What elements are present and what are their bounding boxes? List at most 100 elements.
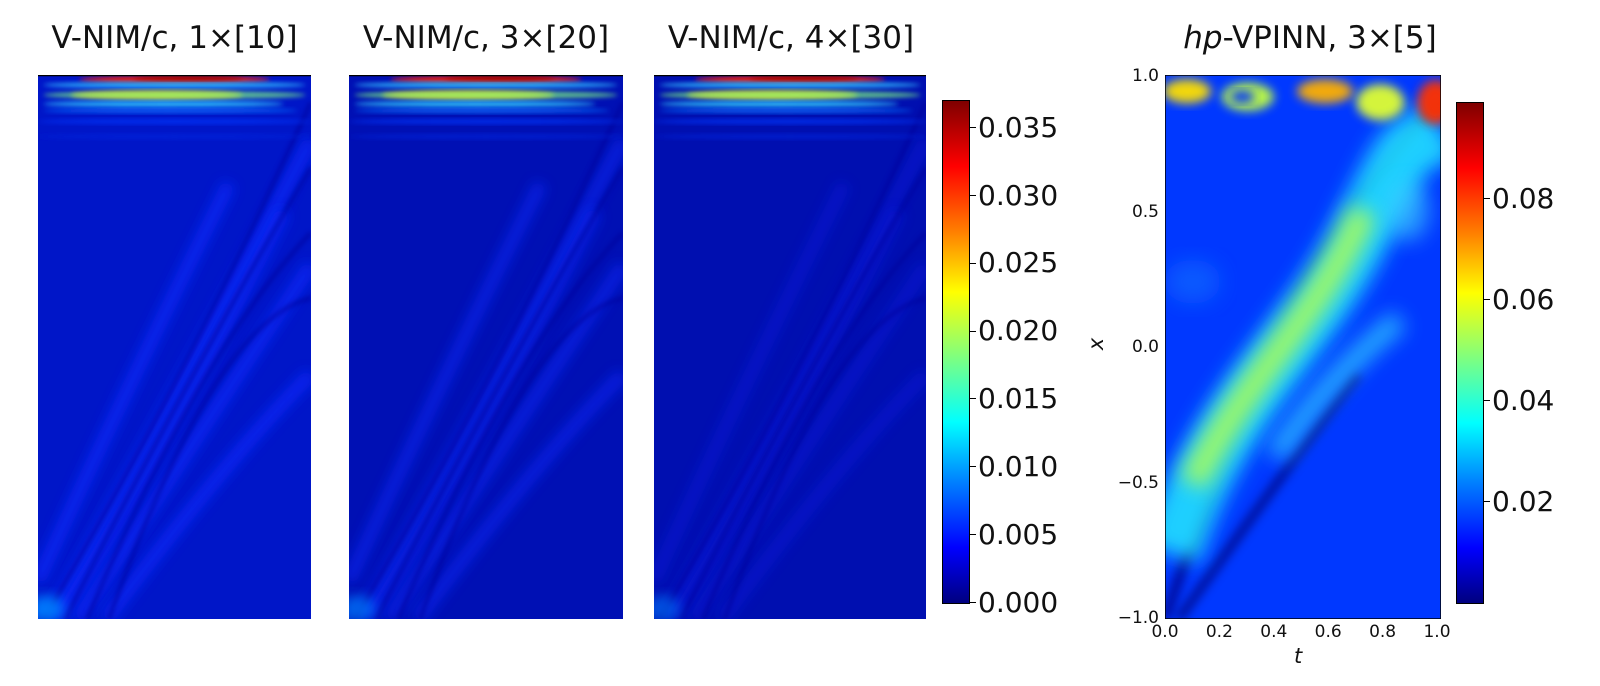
colorbar-tick-label: 0.010 [978,449,1059,483]
colorbar-tick-label: 0.000 [978,585,1059,619]
colorbar-tick-label: 0.08 [1492,181,1555,215]
colorbar-tick-mark [970,466,976,468]
error-ridge-0 [45,137,311,618]
boundary-spot-3 [1356,84,1405,121]
boundary-spot-2 [1297,79,1354,104]
colorbar-tick-mark [970,262,976,264]
colorbar-tick-mark [970,534,976,536]
y-tick-label: −1.0 [1117,608,1159,628]
colorbar-tick-mark [1484,197,1490,199]
colorbar-tick-label: 0.020 [978,314,1059,348]
error-trough-1 [374,166,623,619]
error-trough-2 [396,231,623,619]
error-ridge-4 [716,369,926,619]
error-trough-0 [657,101,926,619]
boundary-band-5 [659,107,913,114]
error-ridge-0 [661,137,926,618]
colorbar-tick-mark [1484,298,1490,300]
x-tick-label: 0.0 [1151,622,1179,642]
boundary-spot-0 [1165,79,1212,104]
boundary-band-1 [354,81,618,89]
error-trough-1 [63,166,311,619]
heatmap-panel-4 [1165,75,1441,619]
error-ridge-4 [411,369,623,619]
panel-2-title: V-NIM/c, 3×[20] [362,20,610,56]
colorbar-tick-mark [970,127,976,129]
boundary-band-6 [654,118,926,125]
heatmap-panel-1-svg [38,75,311,619]
boundary-peak [444,75,555,81]
corner-hotspot [349,595,375,619]
panel-4-title: hp-VPINN, 3×[5] [1160,20,1460,56]
boundary-band-3 [43,90,306,100]
colorbar-1 [942,100,970,604]
trough-lower [1175,371,1362,619]
boundary-band-1 [659,81,921,89]
error-ridge-4 [100,369,311,619]
boundary-band-5 [354,107,610,114]
boundary-spot-4 [1417,80,1441,125]
error-trough-3 [418,296,623,619]
error-ridge-0 [356,137,623,618]
panel-1-title: V-NIM/c, 1×[10] [51,20,298,56]
panel-4-title-italic: hp [1183,20,1223,56]
colorbar-tick-mark [970,602,976,603]
colorbar-tick-label: 0.035 [978,110,1059,144]
boundary-band-3 [354,90,618,100]
panel-3-title: V-NIM/c, 4×[30] [667,20,915,56]
corner-hotspot [654,595,680,619]
boundary-peak [749,75,858,81]
x-tick-label: 1.0 [1423,622,1451,642]
y-tick-label: 1.0 [1131,66,1159,86]
error-trough-2 [85,231,311,619]
error-trough-3 [107,296,311,619]
colorbar-tick-label: 0.06 [1492,282,1555,316]
colorbar-tick-mark [970,194,976,196]
colorbar-tick-label: 0.04 [1492,383,1555,417]
boundary-band-1 [43,81,306,89]
x-tick-label: 0.4 [1260,622,1288,642]
colorbar-tick-mark [970,398,976,400]
boundary-band-4 [354,100,596,108]
colorbar-tick-label: 0.005 [978,517,1059,551]
boundary-band-4 [659,100,899,108]
panel-4-ylabel: x [1084,337,1109,351]
error-ridge-3 [654,180,851,584]
colorbar-2 [1456,102,1484,604]
boundary-hole [1230,90,1255,103]
error-ridge-3 [38,180,236,584]
heatmap-panel-2-svg [349,75,623,619]
panel-4-title-rest: -VPINN, 3×[5] [1222,20,1437,56]
colorbar-tick-mark [970,330,976,332]
error-trough-0 [41,101,311,619]
error-trough-3 [722,296,926,619]
boundary-band-3 [659,90,921,100]
side-blob-left [1165,259,1221,304]
boundary-band-5 [43,107,298,114]
error-ridge-3 [349,180,548,584]
colorbar-tick-label: 0.02 [1492,484,1555,518]
x-tick-label: 0.8 [1369,622,1397,642]
heatmap-panel-2 [349,75,623,619]
y-tick-label: 0.0 [1131,337,1159,357]
boundary-band-6 [349,118,623,125]
boundary-peak [133,75,243,81]
y-tick-label: 0.5 [1131,201,1159,222]
error-band-core [1180,205,1377,490]
error-trough-1 [679,166,926,619]
colorbar-tick-mark [1484,399,1490,401]
heatmap-panel-3-svg [654,75,926,619]
corner-hotspot [38,595,64,619]
y-tick-label: −0.5 [1117,472,1159,493]
colorbar-tick-label: 0.030 [978,178,1059,212]
heatmap-panel-4-svg [1165,75,1441,619]
boundary-band-4 [43,100,284,108]
boundary-band-7 [349,133,623,140]
heatmap-panel-1 [38,75,311,619]
error-trough-0 [352,101,623,619]
boundary-band-7 [654,133,926,140]
colorbar-tick-label: 0.025 [978,246,1059,280]
colorbar-tick-label: 0.015 [978,382,1059,416]
panel-4-xlabel: t [1294,644,1303,668]
boundary-band-7 [38,133,311,140]
